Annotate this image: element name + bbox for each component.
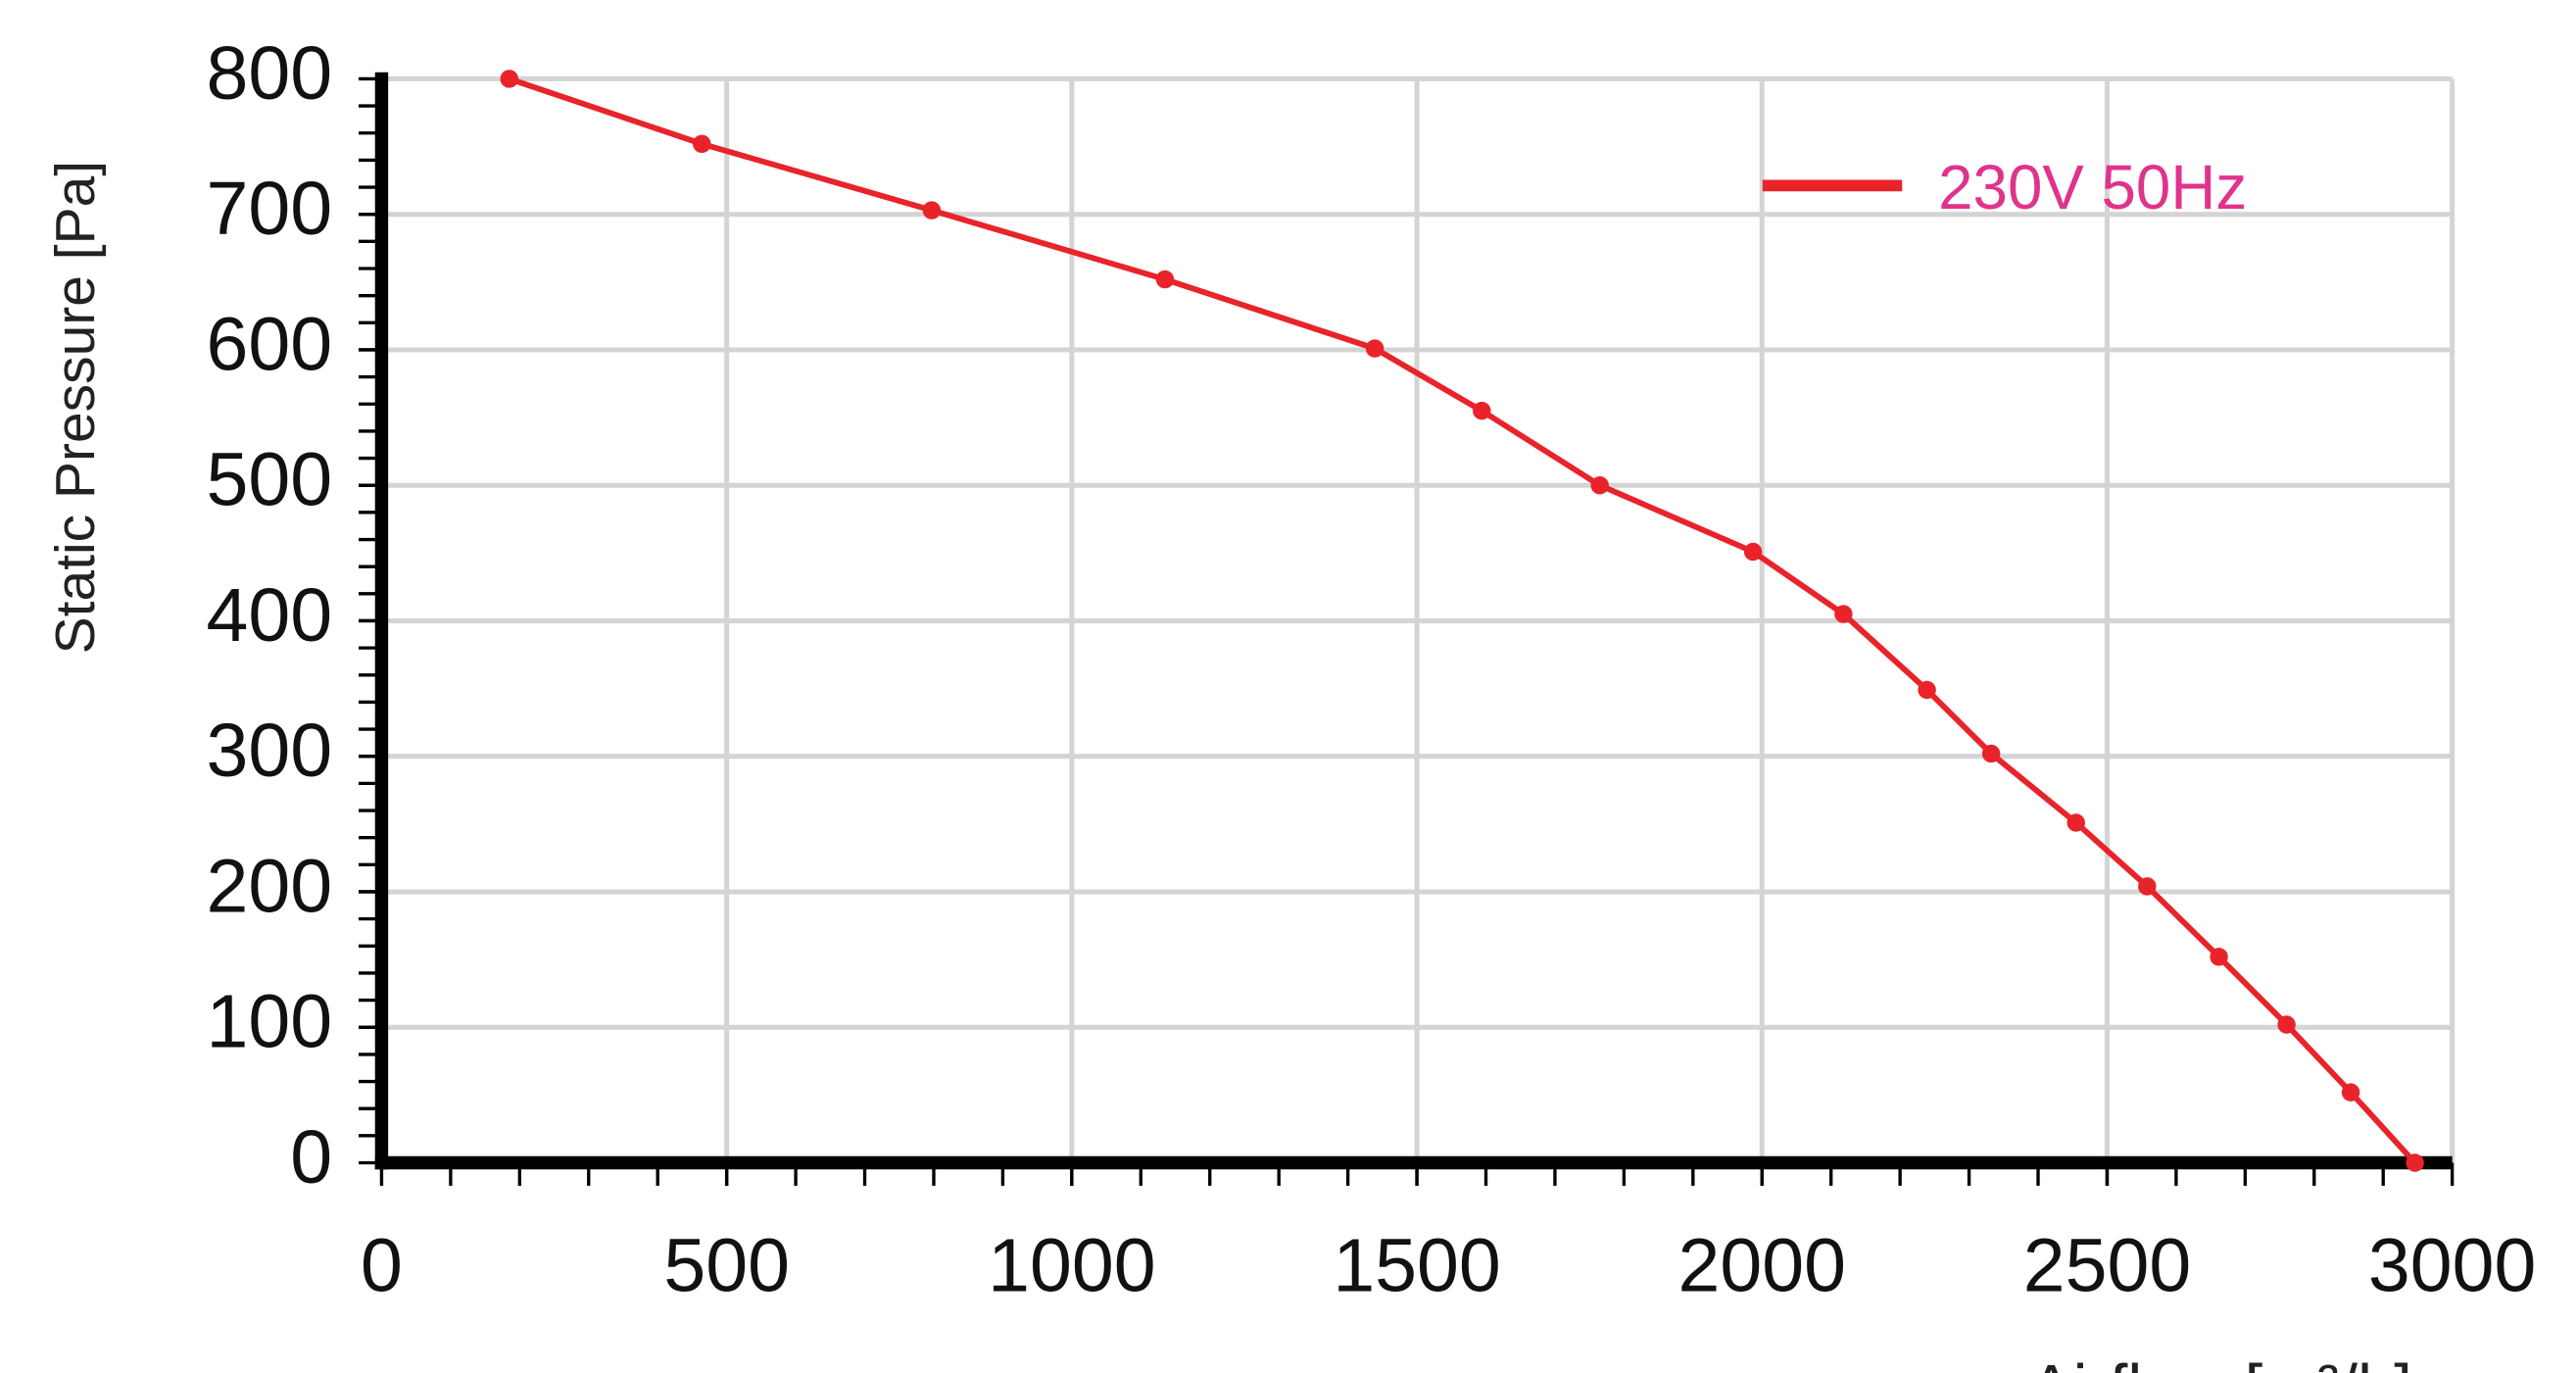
y-tick-label: 400 bbox=[207, 573, 333, 658]
data-point bbox=[2277, 1015, 2296, 1034]
x-axis-label: Airflow [m³/h] bbox=[2029, 1351, 2412, 1373]
data-point bbox=[2138, 877, 2157, 896]
data-point bbox=[2066, 813, 2085, 832]
data-point bbox=[500, 70, 518, 88]
x-tick-label: 1000 bbox=[988, 1223, 1155, 1307]
x-tick-label: 2000 bbox=[1678, 1223, 1846, 1307]
data-point bbox=[2406, 1153, 2424, 1172]
data-point bbox=[1743, 542, 1763, 562]
y-tick-label: 300 bbox=[207, 709, 333, 793]
data-point bbox=[1981, 744, 2001, 763]
y-tick-label: 700 bbox=[207, 167, 333, 251]
x-tick-label: 500 bbox=[663, 1223, 790, 1307]
x-tick-label: 3000 bbox=[2368, 1223, 2536, 1307]
data-point bbox=[1834, 605, 1853, 623]
data-point bbox=[2210, 948, 2228, 966]
x-tick-label: 2500 bbox=[2023, 1223, 2191, 1307]
data-point bbox=[1155, 270, 1175, 289]
x-tick-label: 0 bbox=[361, 1223, 403, 1307]
x-tick-label: 1500 bbox=[1333, 1223, 1500, 1307]
y-tick-label: 0 bbox=[290, 1115, 332, 1200]
data-point bbox=[1590, 475, 1609, 495]
y-tick-label: 600 bbox=[207, 302, 333, 386]
data-point bbox=[922, 201, 942, 220]
y-tick-label: 100 bbox=[207, 980, 333, 1064]
data-point bbox=[1473, 401, 1491, 420]
data-point bbox=[1365, 339, 1385, 358]
legend-label: 230V 50Hz bbox=[1938, 153, 2247, 222]
data-point bbox=[2341, 1083, 2360, 1102]
y-axis-label: Static Pressure [Pa] bbox=[44, 161, 107, 654]
y-tick-label: 200 bbox=[207, 844, 333, 928]
data-point bbox=[693, 134, 711, 154]
y-tick-label: 500 bbox=[207, 438, 333, 522]
y-tick-label: 800 bbox=[207, 31, 333, 116]
data-point bbox=[1918, 680, 1936, 700]
